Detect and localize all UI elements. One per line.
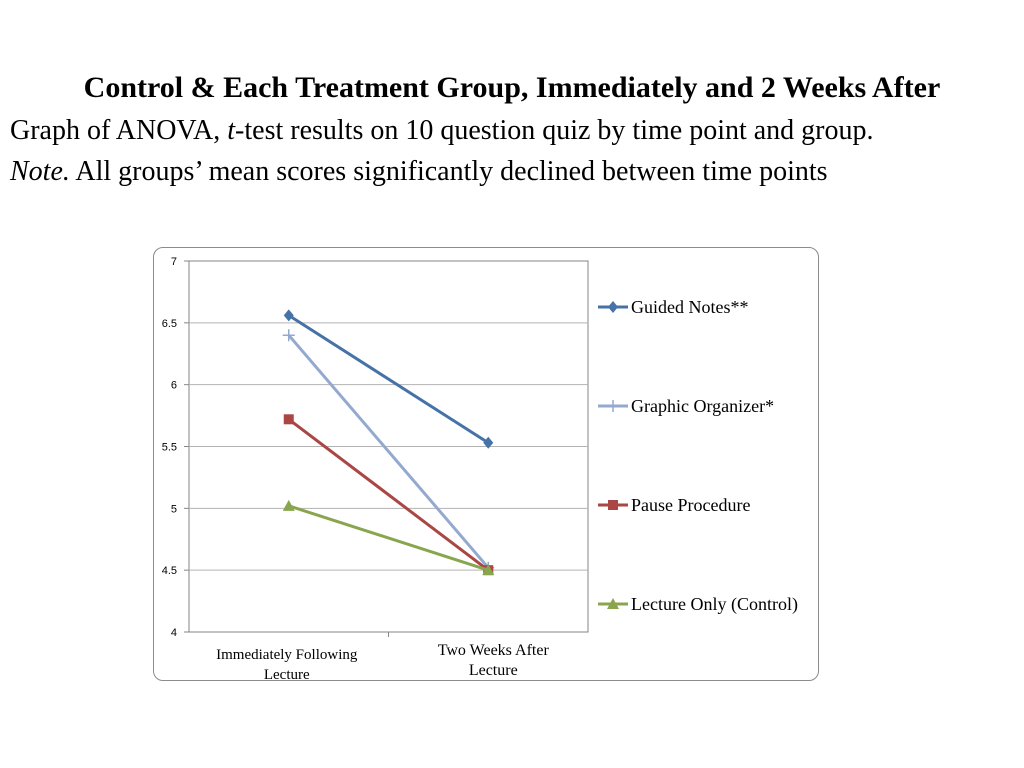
y-tick-label: 5 [171,503,177,515]
legend-key-marker [607,400,619,412]
legend-item-graphic-organizer: Graphic Organizer* [597,391,774,421]
data-point [483,436,494,449]
note-text: All groups’ mean scores significantly de… [69,156,828,187]
data-point [282,329,295,342]
legend-key-marker [608,301,618,313]
note-label: Note. [10,156,70,187]
series-lecture-only-control [282,499,495,576]
legend-label: Pause Procedure [631,494,751,515]
y-tick-label: 4.5 [162,565,177,577]
series-guided-notes [283,309,494,449]
caption-t-italic: t [227,115,236,146]
chart-legend: Guided Notes** Graphic Organizer* Pause Pr… [597,292,827,622]
y-tick-label: 4 [171,627,177,639]
y-tick-label: 7 [171,256,177,268]
legend-key [598,400,628,412]
legend-key [598,598,628,609]
caption-text-end: -test results on 10 question quiz by tim… [235,115,874,146]
legend-key-marker [607,598,619,609]
data-point [282,499,295,511]
x-tick-label: Immediately Following Lecture [216,647,358,683]
y-tick-label: 6.5 [162,318,177,330]
legend-item-guided-notes: Guided Notes** [597,292,748,322]
legend-item-pause-procedure: Pause Procedure [597,490,750,520]
series-line [287,418,490,572]
y-tick-label: 5.5 [162,442,177,454]
legend-label: Graphic Organizer* [631,395,775,416]
data-point [283,309,294,322]
legend-key [598,301,628,313]
series-line [287,314,490,445]
legend-label: Guided Notes** [631,296,749,317]
slide-title: Control & Each Treatment Group, Immediat… [83,71,941,104]
series-line [287,334,490,569]
y-tick-label: 6 [171,380,177,392]
data-point [482,564,495,576]
caption-line: Graph of ANOVA, t-test results on 10 que… [10,110,1020,151]
figure-caption: Graph of ANOVA, t-test results on 10 que… [10,110,1020,192]
legend-key-marker [608,500,618,510]
legend-key [598,500,628,510]
data-point [283,414,294,425]
note-line: Note. All groups’ mean scores significan… [10,151,1020,192]
legend-label: Lecture Only (Control) [631,593,798,614]
series-line [288,504,489,572]
x-tick-label: Two Weeks After Lecture [438,642,550,679]
legend-item-lecture-only-control: Lecture Only (Control) [597,589,798,619]
caption-text-start: Graph of ANOVA, [10,115,228,146]
